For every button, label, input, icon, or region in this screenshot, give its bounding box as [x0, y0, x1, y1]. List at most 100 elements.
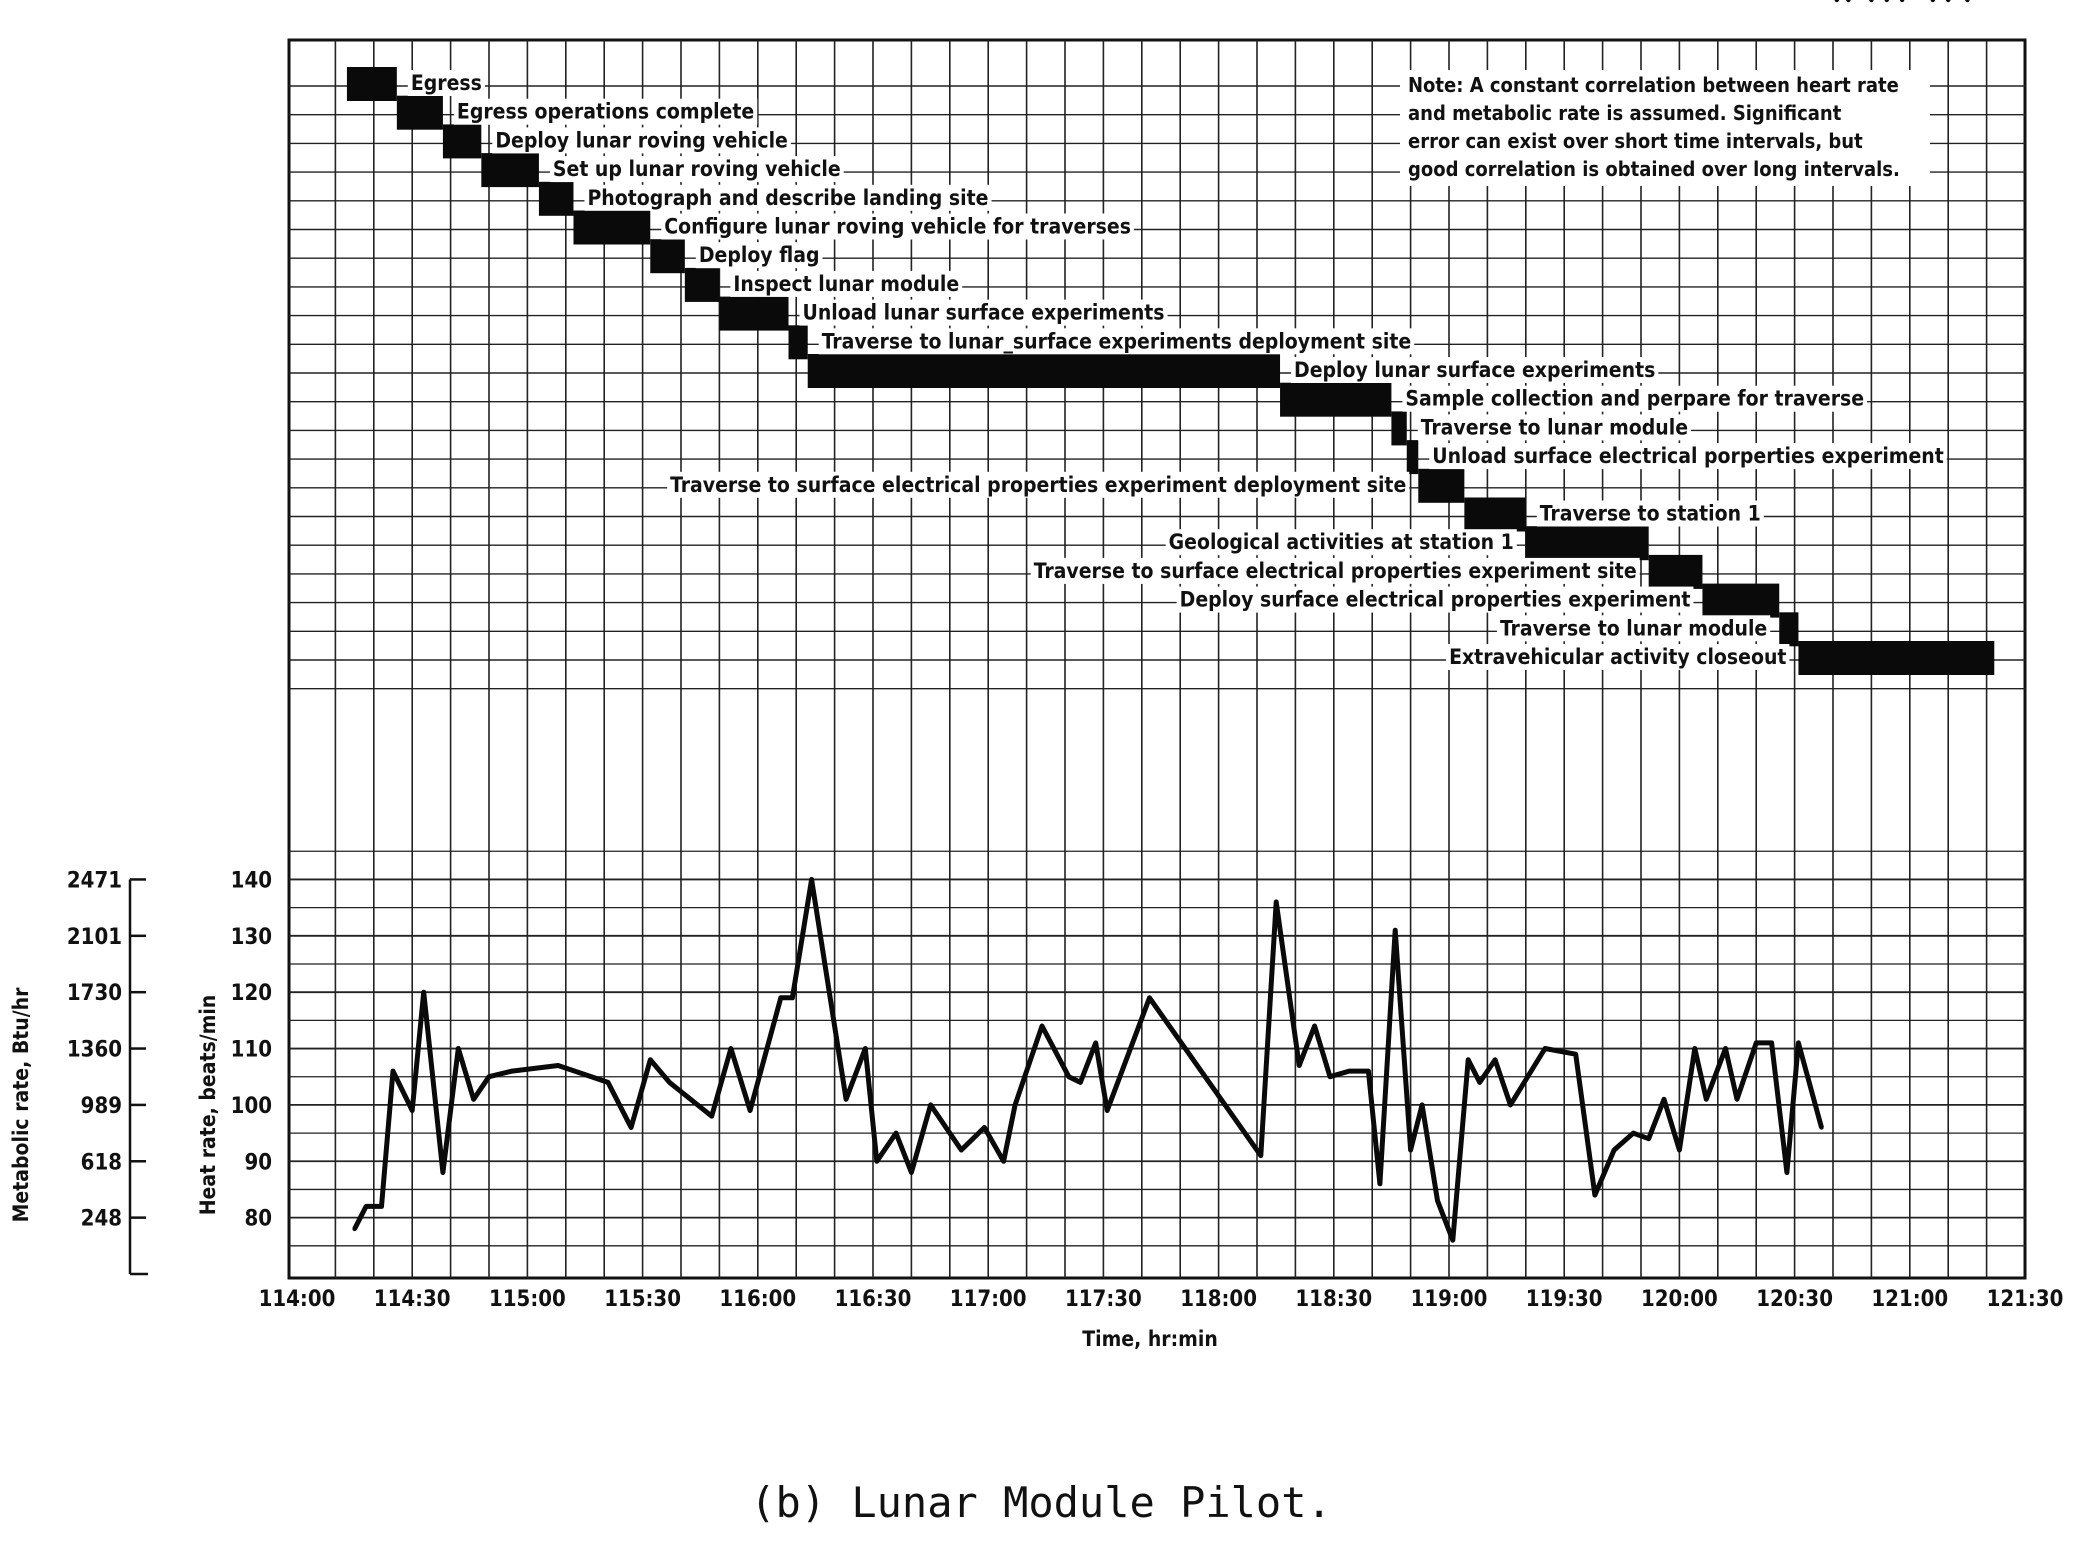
data-point [790, 995, 795, 1001]
data-point [1819, 1125, 1824, 1130]
activity-bar [396, 95, 443, 130]
y-tick-label: 120 [231, 981, 272, 1006]
y-tick-label: 110 [231, 1038, 272, 1063]
activity-bar [1525, 526, 1649, 561]
data-point [1093, 1040, 1098, 1046]
activity-label-backing [492, 127, 791, 154]
activity-label: Deploy surface electrical properties exp… [1180, 588, 1691, 612]
activity-bar [538, 181, 574, 216]
data-point [874, 1159, 880, 1164]
data-point [1012, 1102, 1018, 1108]
activity-label: Inspect lunar module [733, 272, 959, 296]
axes: 114:00 114:30 115:00 115:30 116:00 116:30 117:… [67, 868, 2063, 1312]
activity-label: Traverse to surface electrical propertie… [1034, 559, 1637, 583]
x-tick-label: 121:30 [1987, 1287, 2064, 1312]
data-point [390, 1068, 396, 1074]
activity-label: Traverse to station 1 [1540, 502, 1761, 526]
x-tick-label: 115:00 [489, 1287, 566, 1312]
data-point [421, 989, 426, 995]
x-tick-label: 114:30 [374, 1287, 451, 1312]
activity-label-backing [1536, 500, 1764, 527]
data-point [1692, 1046, 1697, 1051]
chart-note-line-2: and metabolic rate is assumed. Significa… [1408, 101, 1842, 125]
data-point [1274, 899, 1279, 905]
data-point [1393, 927, 1398, 933]
data-point [1646, 1136, 1651, 1141]
x-tick-label: 115:30 [604, 1287, 681, 1312]
secondary-y-tick-label: 618 [81, 1150, 122, 1175]
activity-label: Egress [411, 71, 482, 95]
data-point [1661, 1097, 1667, 1102]
y-tick-label: 80 [244, 1207, 272, 1232]
data-point [1899, 0, 1905, 3]
data-point [379, 1204, 384, 1209]
x-tick-label: 121:00 [1871, 1287, 1948, 1312]
data-point [1769, 1040, 1774, 1046]
plot-frame [287, 38, 2027, 1280]
data-point [1784, 1170, 1790, 1175]
data-point [440, 1170, 446, 1175]
figure-caption: (b) Lunar Module Pilot. [750, 1478, 1332, 1527]
activity-label: Traverse to lunar module [1500, 616, 1767, 640]
data-point [982, 1125, 987, 1130]
secondary-y-tick-label: 1730 [67, 981, 122, 1006]
data-point [1869, 0, 1874, 3]
chart-note-line-4: good correlation is obtained over long i… [1408, 157, 1900, 181]
activity-label-backing [549, 156, 844, 183]
activity-label-backing [1402, 385, 1868, 412]
data-point [1312, 1023, 1317, 1029]
y-axis-label: Heat rate, beats/min [196, 995, 220, 1216]
heart-rate-line [352, 877, 1824, 1243]
data-point [909, 1170, 914, 1175]
data-point [456, 1046, 461, 1051]
activity-bar [573, 210, 651, 245]
y-tick-label: 140 [231, 868, 272, 893]
activity-label-backing [667, 471, 1410, 498]
data-point [1105, 1108, 1110, 1113]
activity-label-backing [695, 242, 823, 269]
data-point [1723, 1046, 1728, 1051]
activity-bar [719, 296, 789, 331]
x-axis-label: Time, hr:min [1082, 1327, 1218, 1351]
activity-label: Photograph and describe landing site [587, 186, 988, 210]
data-point [1327, 1074, 1333, 1079]
activity-label: Deploy lunar surface experiments [1294, 358, 1655, 382]
data-point [1965, 0, 1970, 3]
data-point [1078, 1080, 1083, 1085]
activity-bar [1391, 411, 1407, 446]
data-point [1573, 1051, 1578, 1057]
data-point [1466, 1057, 1471, 1063]
activity-label-backing [584, 184, 992, 211]
activity-bar [1648, 554, 1703, 589]
y-tick-label: 90 [244, 1150, 272, 1175]
data-point [1297, 1063, 1302, 1068]
data-point [471, 1097, 476, 1102]
x-tick-label: 116:00 [719, 1287, 796, 1312]
data-point [555, 1063, 561, 1068]
y-tick-label: 130 [231, 925, 272, 950]
x-tick-label: 119:30 [1526, 1287, 1603, 1312]
activity-label: Traverse to lunar module [1421, 415, 1688, 439]
activity-label-backing [453, 98, 758, 125]
activity-label: Deploy flag [699, 243, 820, 267]
activity-label: Deploy lunar roving vehicle [495, 128, 788, 152]
data-point [709, 1113, 714, 1119]
activity-bar [1702, 583, 1780, 618]
data-point [1377, 1181, 1383, 1187]
data-point [1704, 1097, 1709, 1102]
data-point [1930, 0, 1936, 3]
secondary-y-tick-label: 248 [81, 1207, 122, 1232]
data-point [1258, 1153, 1264, 1158]
activity-label-backing [1446, 644, 1790, 670]
activity-bar [684, 267, 720, 302]
x-tick-label: 116:30 [835, 1287, 912, 1312]
secondary-y-axis-label: Metabolic rate, Btu/hr [9, 987, 33, 1223]
data-point [1542, 1046, 1548, 1051]
activity-bar [650, 239, 685, 274]
data-point [410, 1108, 415, 1113]
x-tick-label: 114:00 [259, 1287, 336, 1312]
activity-label-backing [1429, 443, 1947, 470]
activity-label: Unload lunar surface experiments [803, 301, 1165, 325]
data-point [352, 1226, 357, 1232]
